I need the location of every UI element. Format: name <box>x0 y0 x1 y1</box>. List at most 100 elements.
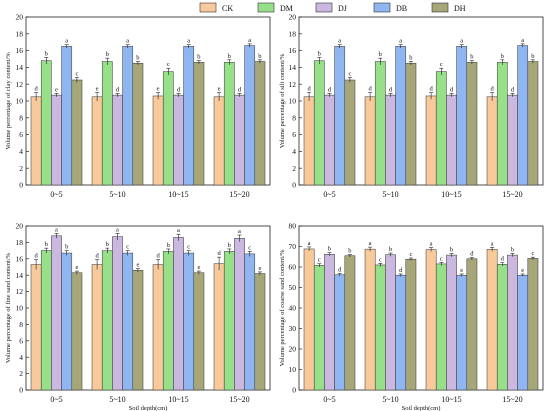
y-tick-label: 2 <box>19 369 23 378</box>
bar-ck <box>30 96 42 186</box>
bar-ck <box>486 249 498 391</box>
significance-label: d <box>389 86 393 93</box>
bar-db <box>122 252 134 391</box>
x-tick-label: 5~10 <box>382 395 398 404</box>
significance-label: a <box>308 240 311 247</box>
bar-dm <box>313 265 325 391</box>
significance-label: b <box>106 241 109 248</box>
significance-label: d <box>470 251 474 258</box>
y-tick-label: 60 <box>289 263 297 272</box>
bar-dj <box>173 94 184 186</box>
significance-label: e <box>96 86 99 93</box>
y-tick-label: 16 <box>289 46 297 55</box>
significance-label: a <box>460 38 463 45</box>
x-tick-label: 15~20 <box>502 190 522 199</box>
bar-dm <box>435 263 447 391</box>
y-tick-label: 70 <box>289 242 297 251</box>
chart-panel-2: 0 2 4 6 8 10 12 14 16 18 20 Volume percentage of si… <box>279 13 544 199</box>
significance-label: a <box>187 38 190 45</box>
significance-label: a <box>491 240 494 247</box>
bar-dm <box>223 251 235 391</box>
chart-panel-1: 0 2 4 6 8 10 12 14 16 18 20 Volume percentage of cl… <box>5 13 271 199</box>
bar-dm <box>435 71 447 186</box>
significance-label: e <box>521 267 524 274</box>
bar-dh <box>132 62 144 186</box>
bar-dj <box>51 235 62 391</box>
x-tick-label: 10~15 <box>168 190 188 199</box>
bar-dh <box>405 258 417 391</box>
significance-label: a <box>399 38 402 45</box>
significance-label: d <box>399 267 403 274</box>
significance-label: d <box>95 253 99 260</box>
y-tick-label: 10 <box>289 365 297 374</box>
significance-label: d <box>338 267 342 274</box>
y-tick-label: 8 <box>292 113 296 122</box>
legend-label-dj: DJ <box>338 4 347 13</box>
y-tick-label: 0 <box>292 181 296 190</box>
significance-label: b <box>389 246 392 253</box>
significance-label: a <box>338 38 341 45</box>
bar-ck <box>364 248 376 391</box>
bar-dh <box>254 61 266 186</box>
x-tick-label: 15~20 <box>502 395 522 404</box>
x-tick-label: 0~5 <box>323 395 335 404</box>
significance-label: d <box>328 86 332 93</box>
bar-db <box>395 46 407 186</box>
significance-label: a <box>55 226 58 233</box>
bar-dj <box>446 254 457 391</box>
x-tick-label: 10~15 <box>441 190 461 199</box>
y-tick-label: 20 <box>16 222 24 231</box>
bar-dj <box>51 94 62 186</box>
significance-label: a <box>126 38 129 45</box>
y-tick-label: 18 <box>16 238 24 247</box>
y-tick-label: 40 <box>289 304 297 313</box>
y-axis-label: Volume percentage of clay content/% <box>5 52 12 150</box>
bar-dj <box>324 254 335 391</box>
significance-label: a <box>521 37 524 44</box>
bar-ck <box>91 96 103 186</box>
y-tick-label: 14 <box>16 271 24 280</box>
x-tick-label: 15~20 <box>229 190 249 199</box>
y-tick-label: 0 <box>19 181 23 190</box>
bar-dm <box>162 251 174 391</box>
bar-dh <box>71 79 83 186</box>
bar-dj <box>385 94 396 186</box>
y-tick-label: 12 <box>16 80 24 89</box>
y-tick-label: 8 <box>19 320 23 329</box>
significance-label: d <box>177 86 181 93</box>
significance-label: a <box>430 241 433 248</box>
y-tick-label: 0 <box>292 386 296 395</box>
significance-label: a <box>238 228 241 235</box>
bar-dj <box>234 94 245 186</box>
bar-db <box>244 45 256 186</box>
y-tick-label: 14 <box>16 63 24 72</box>
bar-dh <box>527 61 539 186</box>
significance-label: e <box>197 264 200 271</box>
bar-dm <box>162 71 174 186</box>
bar-dh <box>466 258 478 391</box>
bar-dm <box>374 264 386 391</box>
x-axis-label: Soil depth(cm) <box>129 405 168 411</box>
significance-label: b <box>228 242 231 249</box>
y-tick-label: 50 <box>289 283 297 292</box>
bar-ck <box>303 248 315 391</box>
bar-dh <box>466 62 478 186</box>
bar-dm <box>101 250 113 391</box>
x-tick-label: 0~5 <box>50 395 62 404</box>
significance-label: d <box>511 86 515 93</box>
significance-label: d <box>217 250 221 257</box>
significance-label: d <box>307 86 311 93</box>
significance-label: b <box>258 53 261 60</box>
significance-label: b <box>45 50 48 57</box>
significance-label: c <box>248 244 251 251</box>
significance-label: d <box>429 86 433 93</box>
y-tick-label: 10 <box>289 97 297 106</box>
bar-ck <box>486 96 498 186</box>
bar-db <box>517 274 529 391</box>
y-tick-label: 6 <box>19 130 23 139</box>
bar-dh <box>344 79 356 186</box>
y-tick-label: 16 <box>16 46 24 55</box>
legend: CK DM DJ DB DH <box>199 2 466 13</box>
significance-label: c <box>531 250 534 257</box>
significance-label: b <box>45 241 48 248</box>
